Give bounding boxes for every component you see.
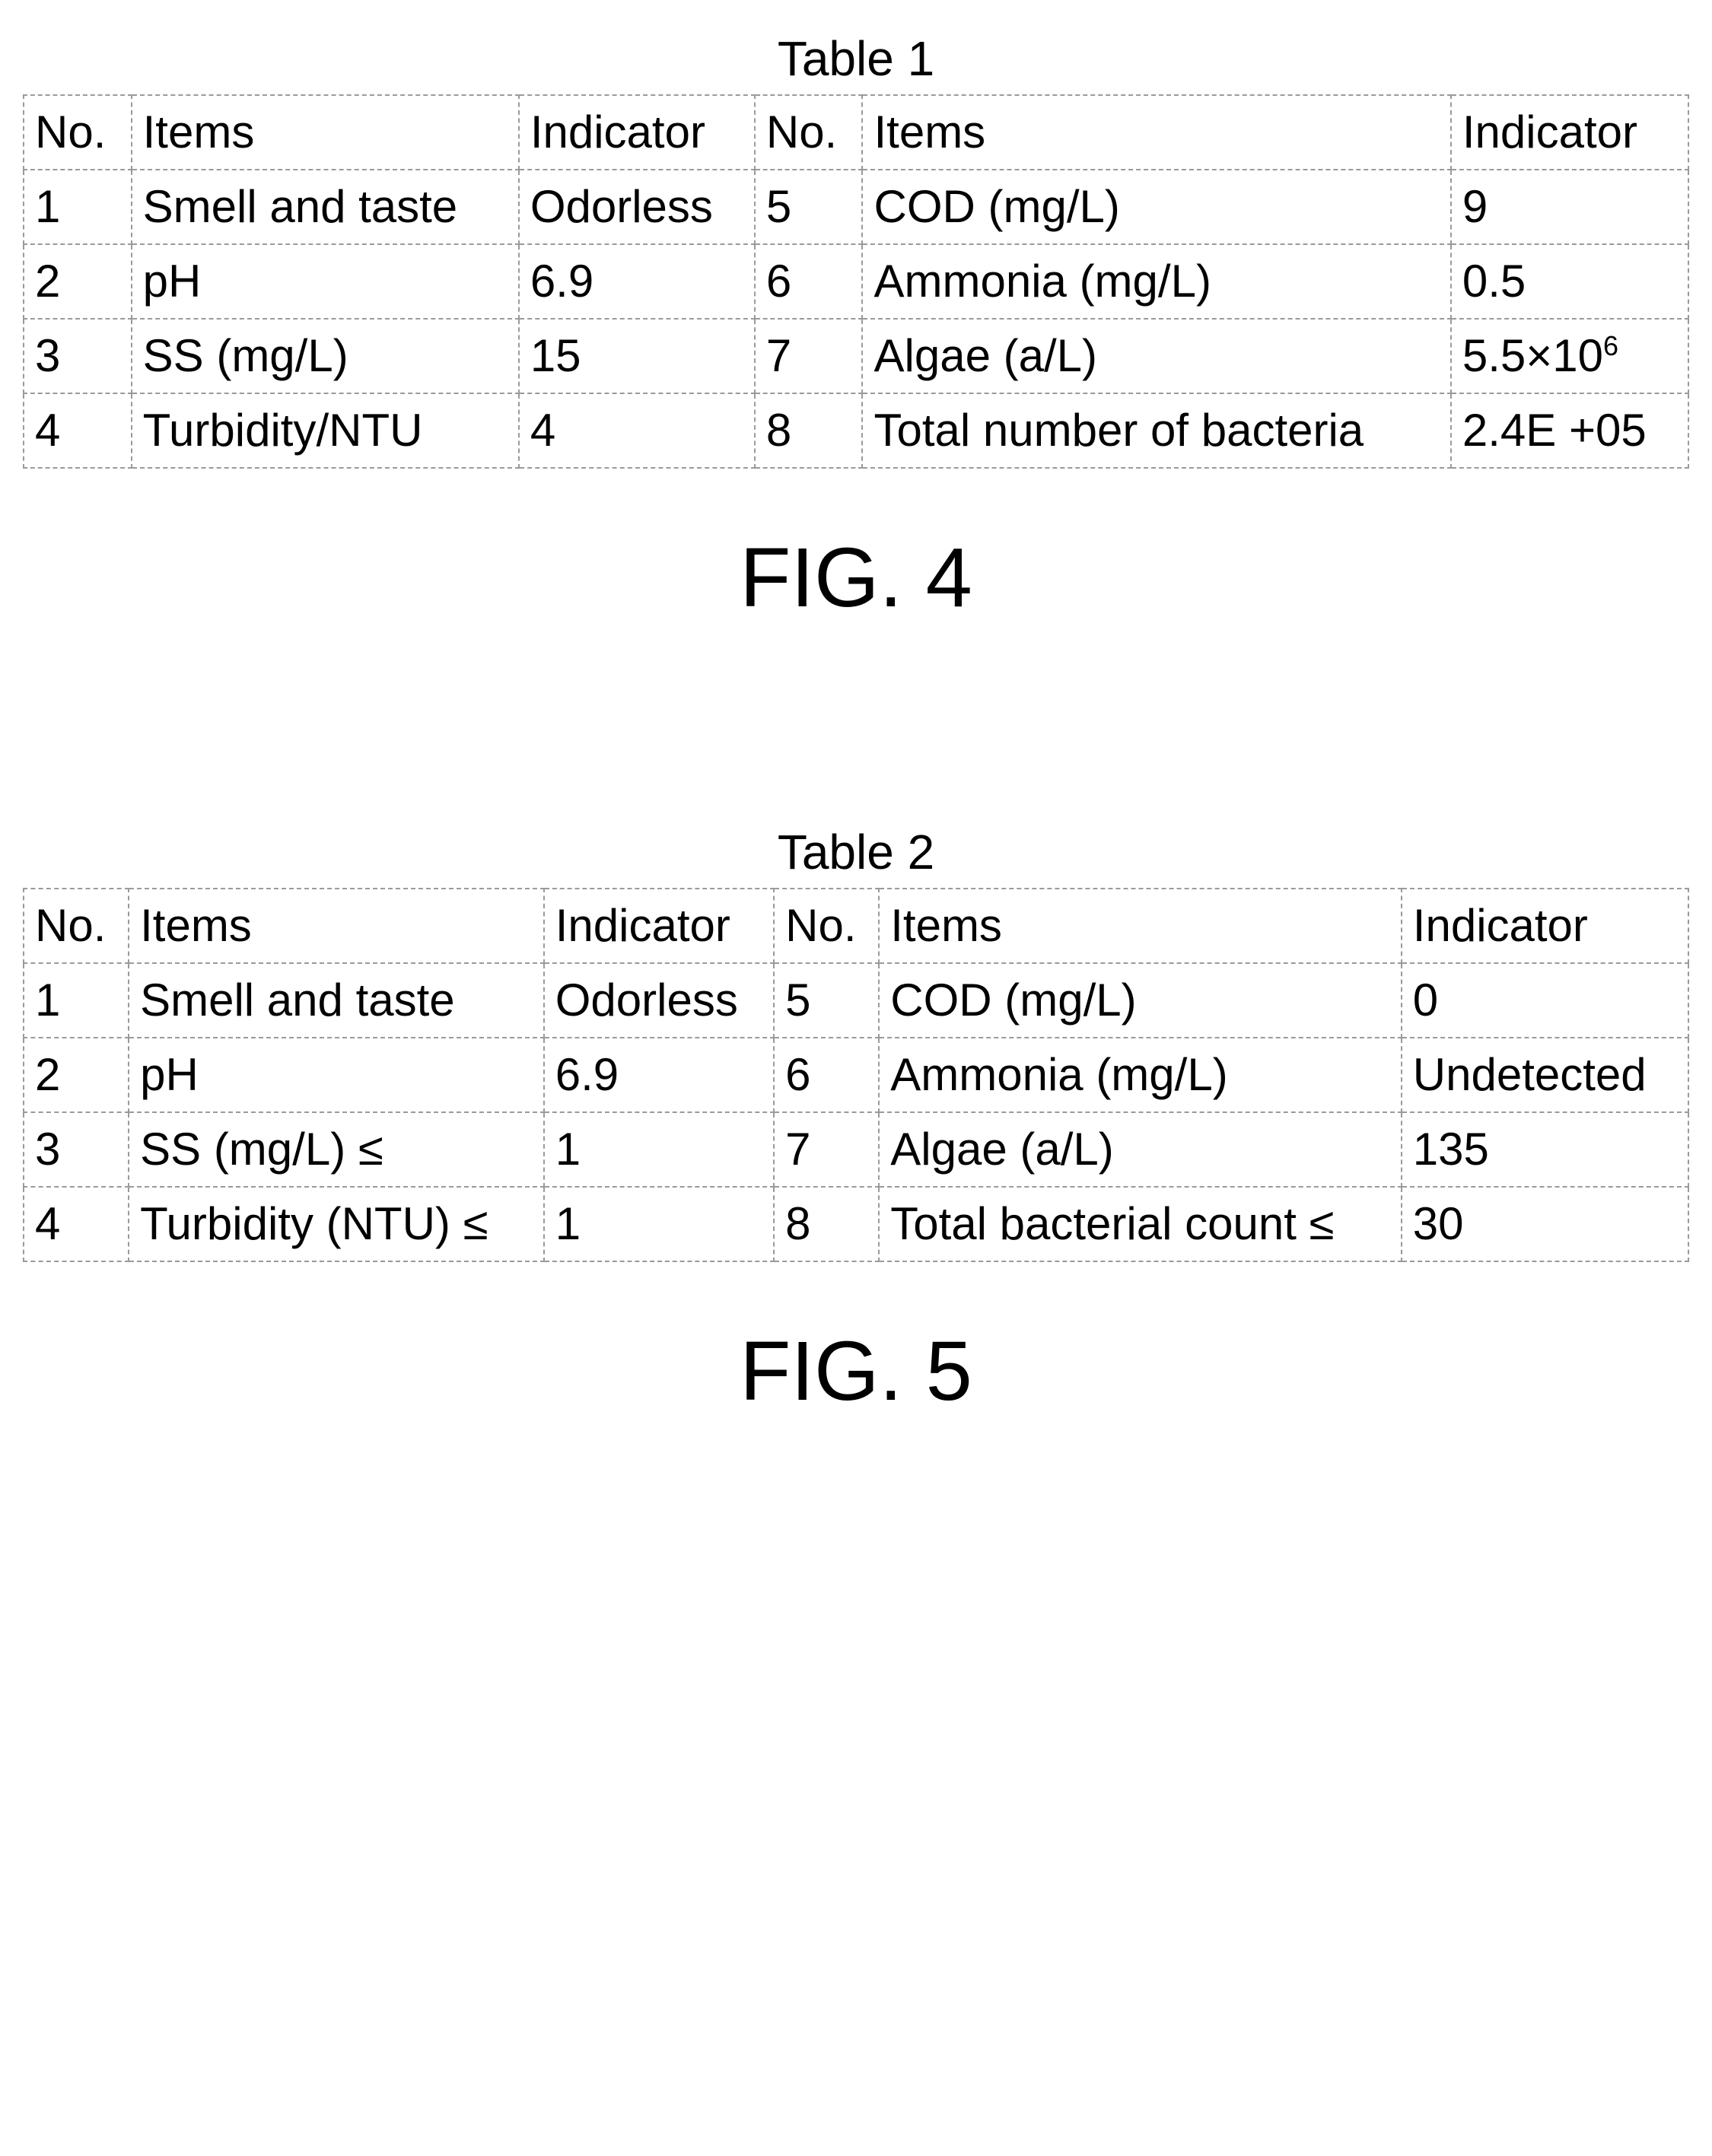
table-cell: 5.5×106 xyxy=(1451,319,1688,393)
table-header-row: No. Items Indicator No. Items Indicator xyxy=(24,889,1688,963)
table-cell: Ammonia (mg/L) xyxy=(879,1038,1402,1112)
table-cell: 1 xyxy=(24,963,129,1038)
table-row: 1 Smell and taste Odorless 5 COD (mg/L) … xyxy=(24,963,1688,1038)
table-header-cell: Indicator xyxy=(1402,889,1688,963)
table-cell: Odorless xyxy=(519,170,755,244)
table-cell: 0 xyxy=(1402,963,1688,1038)
table-header-cell: No. xyxy=(24,889,129,963)
table-row: 4 Turbidity (NTU) ≤ 1 8 Total bacterial … xyxy=(24,1187,1688,1261)
figure-4-label: FIG. 4 xyxy=(23,529,1689,626)
table1-caption: Table 1 xyxy=(23,30,1689,87)
table-cell: 4 xyxy=(24,393,132,468)
table-cell: Smell and taste xyxy=(132,170,519,244)
table-header-cell: Indicator xyxy=(519,95,755,170)
table-row: 2 pH 6.9 6 Ammonia (mg/L) 0.5 xyxy=(24,244,1688,319)
table-cell: SS (mg/L) xyxy=(132,319,519,393)
table-cell: 3 xyxy=(24,319,132,393)
table-cell: Turbidity/NTU xyxy=(132,393,519,468)
table-cell: 8 xyxy=(755,393,863,468)
table-cell: 5 xyxy=(755,170,863,244)
figure-5-label: FIG. 5 xyxy=(23,1323,1689,1420)
table-row: 4 Turbidity/NTU 4 8 Total number of bact… xyxy=(24,393,1688,468)
table-cell: 1 xyxy=(544,1112,774,1187)
table-cell: Algae (a/L) xyxy=(879,1112,1402,1187)
table-cell: 2 xyxy=(24,1038,129,1112)
table-cell: 6.9 xyxy=(544,1038,774,1112)
table-cell: 4 xyxy=(24,1187,129,1261)
table-header-cell: No. xyxy=(774,889,879,963)
table-header-row: No. Items Indicator No. Items Indicator xyxy=(24,95,1688,170)
table-cell: 6 xyxy=(774,1038,879,1112)
table2-caption: Table 2 xyxy=(23,824,1689,880)
table-cell: Odorless xyxy=(544,963,774,1038)
table-cell: Algae (a/L) xyxy=(862,319,1450,393)
table-row: 1 Smell and taste Odorless 5 COD (mg/L) … xyxy=(24,170,1688,244)
table-cell: 5 xyxy=(774,963,879,1038)
table-cell: 6.9 xyxy=(519,244,755,319)
table-cell: 3 xyxy=(24,1112,129,1187)
table-cell: pH xyxy=(129,1038,544,1112)
table-cell: 135 xyxy=(1402,1112,1688,1187)
table-header-cell: Indicator xyxy=(544,889,774,963)
table-cell: Ammonia (mg/L) xyxy=(862,244,1450,319)
table-cell: Total number of bacteria xyxy=(862,393,1450,468)
table-header-cell: Items xyxy=(132,95,519,170)
table-cell: 6 xyxy=(755,244,863,319)
table-cell: Turbidity (NTU) ≤ xyxy=(129,1187,544,1261)
table-row: 3 SS (mg/L) ≤ 1 7 Algae (a/L) 135 xyxy=(24,1112,1688,1187)
table-header-cell: Items xyxy=(862,95,1450,170)
table-cell: 8 xyxy=(774,1187,879,1261)
table-cell: Undetected xyxy=(1402,1038,1688,1112)
table-header-cell: No. xyxy=(755,95,863,170)
table-cell: 1 xyxy=(24,170,132,244)
table-cell: 2.4E +05 xyxy=(1451,393,1688,468)
table-cell: Total bacterial count ≤ xyxy=(879,1187,1402,1261)
table-cell: 0.5 xyxy=(1451,244,1688,319)
table2: No. Items Indicator No. Items Indicator … xyxy=(23,888,1689,1262)
table-cell: 1 xyxy=(544,1187,774,1261)
table-row: 3 SS (mg/L) 15 7 Algae (a/L) 5.5×106 xyxy=(24,319,1688,393)
table-cell: COD (mg/L) xyxy=(862,170,1450,244)
table-row: 2 pH 6.9 6 Ammonia (mg/L) Undetected xyxy=(24,1038,1688,1112)
table-cell: 30 xyxy=(1402,1187,1688,1261)
table-cell: 7 xyxy=(774,1112,879,1187)
table-cell: 4 xyxy=(519,393,755,468)
table-cell: Smell and taste xyxy=(129,963,544,1038)
table-header-cell: Indicator xyxy=(1451,95,1688,170)
table-cell: 15 xyxy=(519,319,755,393)
table-cell: COD (mg/L) xyxy=(879,963,1402,1038)
table-cell: pH xyxy=(132,244,519,319)
table-header-cell: Items xyxy=(879,889,1402,963)
table-cell: SS (mg/L) ≤ xyxy=(129,1112,544,1187)
table-header-cell: Items xyxy=(129,889,544,963)
table-cell: 9 xyxy=(1451,170,1688,244)
table-cell: 7 xyxy=(755,319,863,393)
table-cell: 2 xyxy=(24,244,132,319)
table1: No. Items Indicator No. Items Indicator … xyxy=(23,94,1689,469)
table-header-cell: No. xyxy=(24,95,132,170)
